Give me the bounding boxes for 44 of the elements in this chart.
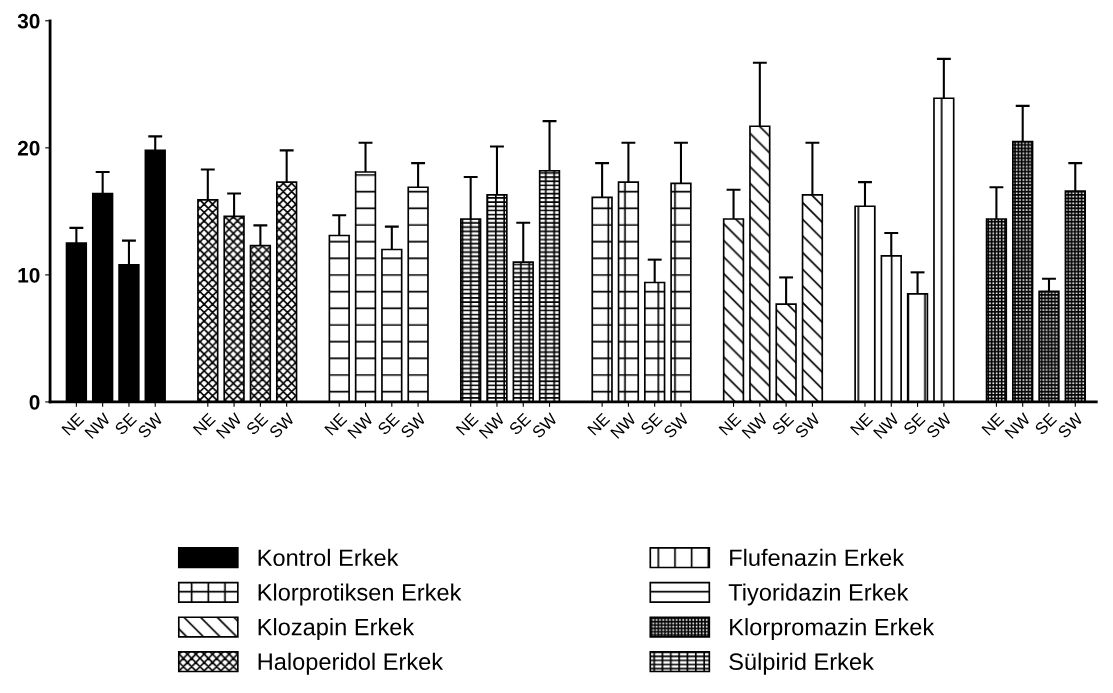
- x-tick-label: NW: [610, 412, 637, 439]
- x-tick-label: NE: [718, 412, 742, 436]
- x-tick-label: SE: [771, 412, 795, 436]
- legend-label: Tiyoridazin Erkek: [728, 583, 909, 606]
- x-tick-label: NW: [873, 412, 900, 439]
- x-tick-label: SE: [1034, 412, 1058, 436]
- x-tick-label: SE: [245, 412, 269, 436]
- x-tick-label: NE: [324, 412, 348, 436]
- x-tick-label: NE: [850, 412, 874, 436]
- legend-label: Klorpromazin Erkek: [730, 618, 935, 641]
- legend-label: Klozapin Erkek: [258, 618, 415, 641]
- x-tick-label: SE: [639, 412, 663, 436]
- x-tick-label: SW: [662, 412, 690, 439]
- x-tick-label: NW: [1004, 412, 1032, 439]
- legend-label: Sülpirid Erkek: [729, 652, 874, 675]
- legend-label: Kontrol Erkek: [258, 548, 399, 567]
- x-tick-label: NE: [61, 412, 85, 436]
- y-tick-label: 30: [17, 13, 40, 29]
- x-tick-label: SW: [794, 412, 822, 439]
- x-tick-label: SE: [902, 412, 926, 436]
- x-tick-label: SW: [925, 412, 953, 439]
- y-tick-label: 20: [17, 140, 40, 156]
- x-tick-label: SE: [508, 412, 532, 436]
- x-tick-label: NW: [741, 412, 769, 439]
- x-tick-label: NE: [455, 412, 479, 436]
- x-tick-label: NW: [478, 412, 506, 439]
- legend-label: Haloperidol Erkek: [258, 652, 444, 675]
- legend-label: Flufenazin Erkek: [730, 548, 905, 567]
- x-tick-label: NW: [84, 412, 112, 439]
- x-tick-label: SW: [268, 412, 296, 439]
- x-tick-label: SW: [1057, 412, 1084, 439]
- legend-label: Klorprotiksen Erkek: [258, 583, 462, 606]
- y-tick-label: 10: [18, 267, 40, 283]
- x-tick-label: SW: [531, 412, 559, 439]
- x-tick-label: SE: [114, 412, 138, 436]
- x-tick-label: NE: [981, 412, 1005, 436]
- x-tick-label: SE: [376, 412, 400, 436]
- x-tick-label: NW: [215, 412, 243, 439]
- x-tick-label: NE: [192, 412, 216, 436]
- x-tick-label: SW: [137, 412, 164, 439]
- x-tick-label: SW: [399, 412, 427, 439]
- y-tick-label: 0: [29, 394, 40, 410]
- x-tick-label: NE: [587, 412, 611, 436]
- x-tick-label: NW: [347, 412, 375, 439]
